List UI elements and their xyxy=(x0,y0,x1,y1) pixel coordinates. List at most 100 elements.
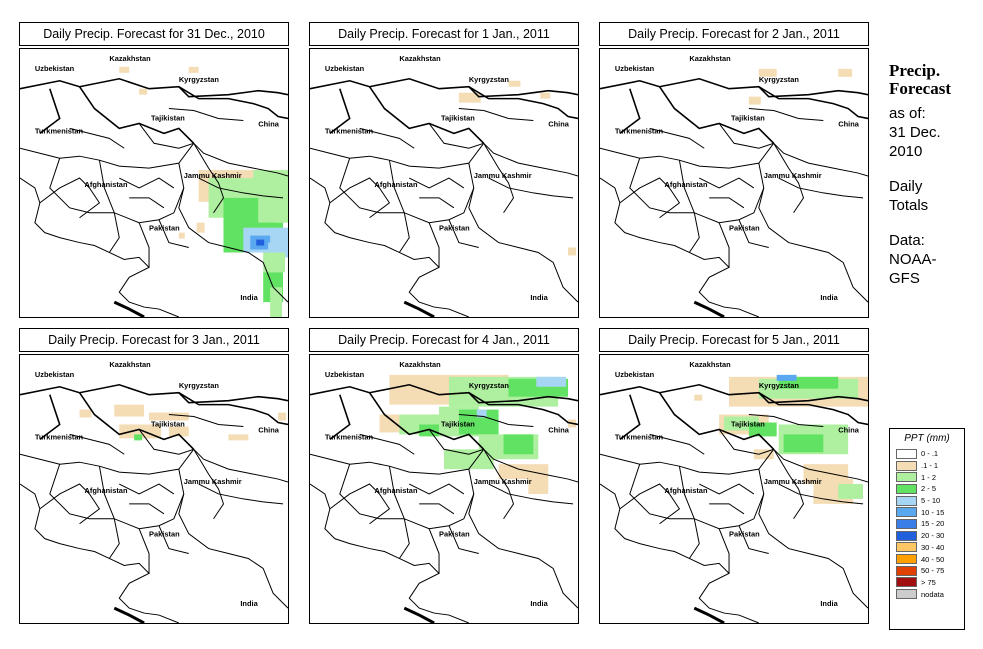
label-pakistan: Pakistan xyxy=(149,530,180,539)
border-line xyxy=(20,77,288,98)
panel-title: Daily Precip. Forecast for 4 Jan., 2011 xyxy=(309,328,579,352)
label-afghanistan: Afghanistan xyxy=(665,180,708,189)
precip-cell xyxy=(228,434,249,441)
precip-cell xyxy=(444,449,494,470)
precip-map: Uzbekistan Kazakhstan Kyrgyzstan Tajikistan… xyxy=(20,360,288,623)
border-line xyxy=(600,483,660,550)
border-line xyxy=(310,483,370,550)
border-line xyxy=(158,219,189,248)
precip-cell xyxy=(196,222,205,233)
border-line xyxy=(178,86,288,120)
border-line xyxy=(419,197,455,209)
precip-cell xyxy=(270,287,283,317)
precip-cell xyxy=(278,412,287,421)
border-line xyxy=(758,392,868,426)
precip-map: Uzbekistan Kazakhstan Kyrgyzstan Tajikistan… xyxy=(600,54,868,317)
label-afghanistan: Afghanistan xyxy=(85,180,128,189)
border-line xyxy=(20,142,195,169)
legend-label: 30 - 40 xyxy=(921,542,945,552)
border-line xyxy=(699,177,755,189)
precip-cell xyxy=(168,426,189,437)
data-line1: Data: xyxy=(889,232,925,249)
precip-cell xyxy=(783,434,824,453)
label-china: China xyxy=(548,425,570,434)
precip-layer xyxy=(458,80,577,256)
precip-cell xyxy=(778,376,839,389)
border-line xyxy=(409,177,465,189)
border-line xyxy=(388,466,475,530)
border-line xyxy=(98,160,185,224)
border-line xyxy=(483,143,515,214)
border-line xyxy=(718,528,730,574)
data-line3: GFS xyxy=(889,270,920,287)
border-line xyxy=(198,177,284,199)
precip-cell xyxy=(776,374,797,381)
border-line xyxy=(138,222,150,268)
asof-line3: 2010 xyxy=(889,143,923,160)
label-india: India xyxy=(530,599,548,608)
precip-layer xyxy=(119,66,288,317)
border-line xyxy=(748,108,824,121)
precip-cell xyxy=(694,394,703,401)
border-line xyxy=(178,392,288,426)
legend-label: 20 - 30 xyxy=(921,531,945,541)
legend-swatch xyxy=(896,530,917,541)
border-line xyxy=(600,448,775,475)
precip-cell xyxy=(536,376,567,387)
label-afghanistan: Afghanistan xyxy=(375,180,418,189)
border-line xyxy=(658,86,775,144)
legend-item: 5 - 10 xyxy=(890,495,964,507)
border-line xyxy=(98,466,185,530)
border-line xyxy=(168,414,244,427)
label-turkmenistan: Turkmenistan xyxy=(325,432,374,441)
border-line xyxy=(39,88,61,135)
precip-cell xyxy=(508,80,521,87)
map-panel-5: Daily Precip. Forecast for 4 Jan., 2011 … xyxy=(309,328,579,634)
legend-item: 30 - 40 xyxy=(890,542,964,554)
sidebar-info: Precip. Forecast as of: 31 Dec. 2010 Dai… xyxy=(889,62,981,288)
border-line xyxy=(629,158,695,214)
legend-label: 15 - 20 xyxy=(921,519,945,529)
border-layer xyxy=(600,77,868,317)
label-kyrgyzstan: Kyrgyzstan xyxy=(179,381,220,390)
border-line xyxy=(428,123,578,177)
label-kazakhstan: Kazakhstan xyxy=(399,360,441,369)
label-china: China xyxy=(838,119,860,128)
coastline xyxy=(693,300,725,317)
totals-line1: Daily xyxy=(889,178,923,195)
label-pakistan: Pakistan xyxy=(439,530,470,539)
label-pakistan: Pakistan xyxy=(439,224,470,233)
border-line xyxy=(709,197,745,209)
border-line xyxy=(20,383,288,404)
border-line xyxy=(758,163,868,303)
border-line xyxy=(619,483,681,525)
precip-cell xyxy=(540,92,551,99)
precip-cell xyxy=(256,239,265,246)
label-tajikistan: Tajikistan xyxy=(731,113,765,122)
legend-item: 10 - 15 xyxy=(890,506,964,518)
label-kazakhstan: Kazakhstan xyxy=(399,54,441,63)
label-india: India xyxy=(820,599,838,608)
border-layer xyxy=(310,77,578,317)
label-kyrgyzstan: Kyrgyzstan xyxy=(759,75,800,84)
map-area: Uzbekistan Kazakhstan Kyrgyzstan Tajikistan… xyxy=(309,48,579,318)
map-area: Uzbekistan Kazakhstan Kyrgyzstan Tajikistan… xyxy=(599,48,869,318)
label-kazakhstan: Kazakhstan xyxy=(689,360,731,369)
border-line xyxy=(428,222,440,268)
border-line xyxy=(369,548,469,623)
precip-map: Uzbekistan Kazakhstan Kyrgyzstan Tajikistan… xyxy=(600,360,868,623)
legend-label: .1 - 1 xyxy=(921,461,939,471)
border-line xyxy=(468,469,578,609)
asof-line1: as of: xyxy=(889,105,926,122)
label-jammu-kashmir: Jammu Kashmir xyxy=(184,477,242,486)
legend-item: .1 - 1 xyxy=(890,460,964,472)
border-line xyxy=(629,464,695,520)
label-afghanistan: Afghanistan xyxy=(375,486,418,495)
precip-cell xyxy=(79,409,92,418)
map-panel-1: Daily Precip. Forecast for 31 Dec., 2010… xyxy=(19,22,289,328)
border-line xyxy=(483,449,515,520)
label-tajikistan: Tajikistan xyxy=(151,419,185,428)
border-line xyxy=(428,528,440,574)
border-line xyxy=(649,433,705,455)
border-line xyxy=(600,177,660,244)
